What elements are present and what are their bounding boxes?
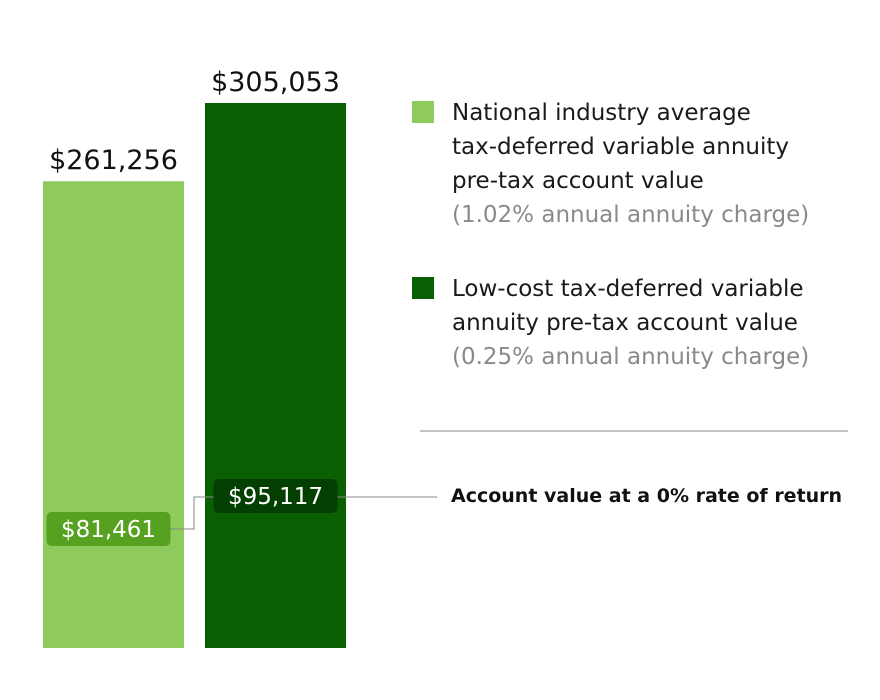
annotation-label: Account value at a 0% rate of return [451,485,843,507]
connector-line [170,496,214,530]
legend-label: National industry average [452,100,751,126]
bar-value-label: $305,053 [211,67,340,98]
legend-label: tax-deferred variable annuity [452,134,790,160]
zero-return-value-label: $81,461 [61,517,156,543]
bar [43,181,184,648]
legend-note: (0.25% annual annuity charge) [452,344,810,370]
zero-return-badge [46,512,171,546]
legend-label: pre-tax account value [452,168,704,194]
legend-label: annuity pre-tax account value [452,310,798,336]
bar-value-label: $261,256 [49,145,178,176]
zero-return-value-label: $95,117 [228,484,323,510]
bar [205,103,346,648]
zero-return-badge [213,479,338,513]
legend-label: Low-cost tax-deferred variable [452,276,804,302]
legend-swatch [412,277,434,299]
legend-swatch [412,101,434,123]
legend-note: (1.02% annual annuity charge) [452,202,810,228]
